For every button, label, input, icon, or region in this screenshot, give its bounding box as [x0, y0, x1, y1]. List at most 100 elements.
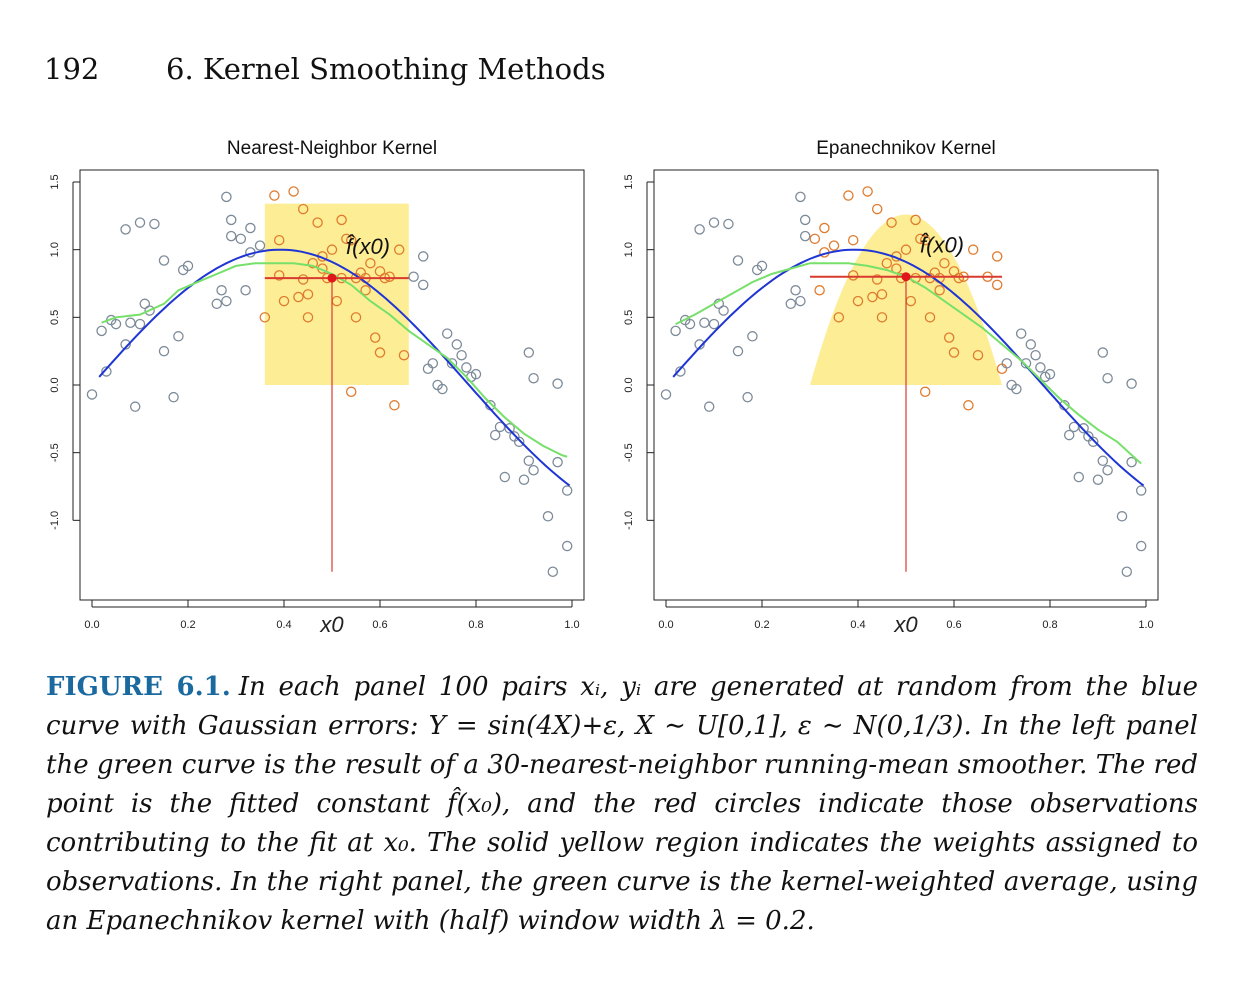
data-point [134, 318, 146, 330]
data-point [528, 372, 539, 384]
data-point [963, 400, 974, 411]
data-point [871, 203, 883, 215]
data-point [168, 391, 179, 403]
data-point [708, 318, 720, 330]
data-point [422, 363, 434, 375]
data-point [561, 485, 573, 496]
x-tick-label: 0.8 [468, 619, 483, 631]
data-point [915, 233, 926, 245]
data-point [518, 474, 530, 485]
data-point [795, 191, 806, 203]
chart-epanechnikov: Epanechnikov Kernel f̂(x0) 0.0 0.2 0.4 0.6 0.8… [623, 138, 1159, 637]
smoother-curve [101, 262, 568, 458]
data-point [336, 214, 347, 226]
data-point [225, 214, 237, 226]
data-point [504, 423, 515, 434]
data-point [101, 366, 112, 377]
data-point [1011, 383, 1022, 395]
x-tick-label: 0.6 [372, 619, 387, 631]
data-point [211, 298, 223, 310]
data-point [809, 233, 821, 245]
data-point [278, 295, 290, 307]
data-point [513, 436, 525, 448]
data-point [694, 224, 705, 235]
data-point [437, 383, 448, 395]
data-point [881, 257, 893, 269]
data-point [1116, 511, 1128, 522]
data-point [723, 218, 734, 230]
y-tick-label: 1.0 [623, 242, 635, 257]
data-point [867, 291, 878, 303]
x0-label: x0 [893, 612, 918, 637]
data-point [293, 291, 304, 303]
data-point [1063, 429, 1075, 441]
data-point [441, 328, 453, 339]
x0-label: x0 [319, 612, 344, 637]
data-point [732, 255, 744, 266]
data-point [819, 222, 830, 234]
data-point [225, 230, 237, 242]
data-point [523, 347, 535, 358]
data-point [86, 389, 98, 400]
data-point [1001, 358, 1013, 369]
page-number: 192 [44, 52, 100, 86]
data-point [499, 471, 511, 483]
data-point [235, 233, 247, 245]
chart-title: Nearest-Neighbor Kernel [227, 138, 437, 159]
x-tick-label: 0.4 [276, 619, 291, 631]
data-point [828, 240, 840, 251]
figure-panel-left: Nearest-Neighbor Kernel f̂(x0) 0.0 0.2 0.4 0.… [40, 132, 600, 647]
data-point [245, 222, 256, 234]
data-point [1073, 471, 1085, 483]
data-point [934, 285, 945, 296]
data-point [953, 272, 965, 284]
data-point [302, 312, 314, 323]
x-tick-label: 0.6 [946, 619, 961, 631]
y-tick-label: 1.5 [49, 174, 61, 189]
data-point [542, 511, 554, 522]
data-point [149, 218, 160, 230]
data-point [398, 349, 410, 361]
data-point [756, 260, 768, 272]
data-point [110, 318, 122, 330]
data-point [732, 345, 744, 357]
data-point [1126, 378, 1137, 389]
data-point [139, 298, 151, 310]
page-header: 192 6. Kernel Smoothing Methods [44, 52, 606, 86]
data-point [718, 305, 729, 316]
data-point [384, 271, 395, 282]
data-point [1102, 372, 1113, 384]
data-point [1035, 362, 1046, 373]
data-point [393, 244, 405, 255]
data-point [1135, 485, 1147, 496]
data-point [996, 363, 1008, 375]
data-point [876, 289, 888, 300]
figure-caption-text: In each panel 100 pairs xᵢ, yᵢ are gener… [46, 672, 1198, 936]
data-point [1092, 474, 1104, 485]
data-point [528, 465, 539, 476]
data-point [991, 251, 1003, 262]
x-tick-label: 0.4 [850, 619, 865, 631]
data-point [843, 190, 854, 201]
data-point [742, 391, 753, 403]
data-point [795, 295, 806, 307]
y-tick-label: 1.0 [49, 242, 61, 257]
data-point [489, 429, 501, 441]
data-point [259, 312, 271, 323]
y-tick-label: -1.0 [49, 511, 61, 530]
data-point [369, 332, 381, 343]
data-point [871, 274, 883, 285]
data-point [182, 260, 194, 272]
data-point [670, 325, 681, 337]
data-point [876, 312, 888, 323]
data-point [523, 455, 535, 467]
x-tick-label: 1.0 [564, 619, 579, 631]
data-point [125, 317, 136, 328]
data-point [948, 347, 960, 358]
data-point [747, 331, 758, 342]
data-point [991, 279, 1003, 291]
data-point [967, 244, 979, 255]
data-point [326, 244, 338, 255]
data-point [1102, 465, 1113, 476]
data-point [552, 378, 563, 389]
